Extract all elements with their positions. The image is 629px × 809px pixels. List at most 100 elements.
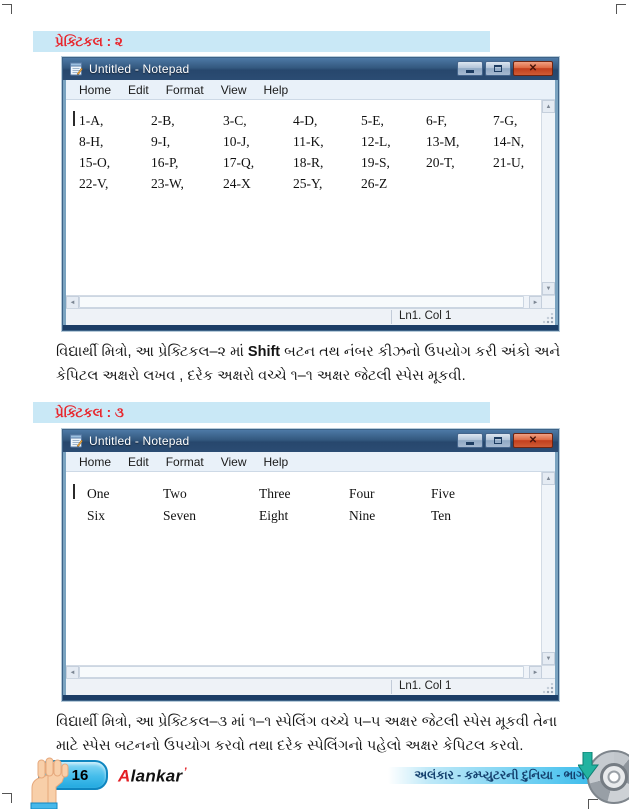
text-row: One Two Three Four Five (87, 483, 541, 505)
text-cell: 11-K, (293, 134, 324, 149)
text-cell: 14-N, (493, 134, 525, 149)
text-cell: 7-G, (493, 113, 518, 128)
text-cell: 8-H, (79, 134, 104, 149)
resize-grip[interactable] (543, 313, 554, 324)
text-cell: 5-E, (361, 113, 384, 128)
scroll-left-icon[interactable]: ◄ (66, 296, 79, 309)
menu-item[interactable]: Edit (128, 82, 149, 97)
logo-text: lankar (130, 766, 183, 786)
text-editor-area[interactable]: One Two Three Four Five Six Seven Eight Nine Ten (66, 472, 541, 665)
maximize-button[interactable] (485, 433, 511, 448)
logo-initial: A (118, 766, 131, 786)
resize-grip[interactable] (543, 683, 554, 694)
menu-item[interactable]: Help (263, 454, 289, 469)
crop-mark-icon (2, 4, 12, 14)
vertical-scrollbar[interactable]: ▲ ▼ (541, 100, 555, 295)
text-cell: Two (163, 486, 187, 501)
notepad-window-2: Untitled - Notepad ✕ Home Edit Format View H… (62, 429, 559, 701)
text-cell: 24-X (223, 176, 251, 191)
menu-bar: Home Edit Format View Help (66, 80, 555, 100)
crop-mark-icon (588, 799, 598, 809)
text-cell: 4-D, (293, 113, 318, 128)
status-separator (391, 310, 392, 324)
menu-item[interactable]: View (220, 454, 247, 469)
close-icon: ✕ (528, 435, 538, 446)
menu-item[interactable]: Help (263, 82, 289, 97)
text-cell: Four (349, 486, 375, 501)
practical-3-instructions: વિદ્યાર્થી મિત્રો, આ પ્રેક્ટિકલ–૩ માં ૧–… (56, 714, 558, 754)
menu-item[interactable]: View (220, 82, 247, 97)
crop-mark-icon (616, 4, 626, 14)
text-cell: 16-P, (151, 155, 179, 170)
scroll-up-icon[interactable]: ▲ (542, 472, 555, 485)
text-cell: 20-T, (426, 155, 455, 170)
download-arrow-icon (578, 752, 599, 780)
menu-item[interactable]: Format (165, 82, 204, 97)
scroll-down-icon[interactable]: ▼ (542, 282, 555, 295)
text-cell: 2-B, (151, 113, 175, 128)
menu-item[interactable]: Home (79, 82, 112, 97)
scrollbar-thumb[interactable] (79, 296, 524, 308)
text-caret (73, 111, 75, 126)
text-cell: 15-O, (79, 155, 111, 170)
text-cell: 26-Z (361, 176, 388, 191)
cursor-position-status: Ln1. Col 1 (399, 680, 452, 692)
text-cell: 10-J, (223, 134, 250, 149)
text-cell: 17-Q, (223, 155, 255, 170)
menu-bar: Home Edit Format View Help (66, 452, 555, 472)
practical-2-instructions: વિદ્યાર્થી મિત્રો, આ પ્રેક્ટિકલ–૨ માં Sh… (56, 340, 582, 388)
horizontal-scrollbar[interactable]: ◄ ► (66, 665, 555, 679)
window-title: Untitled - Notepad (89, 434, 190, 448)
maximize-icon (494, 437, 502, 444)
text-cell: 21-U, (493, 155, 525, 170)
close-icon: ✕ (528, 63, 538, 74)
text-cell: 9-I, (151, 134, 171, 149)
minimize-icon (466, 442, 474, 445)
scroll-down-icon[interactable]: ▼ (542, 652, 555, 665)
section-header-practical-2: પ્રેક્ટિકલ : ૨ (33, 31, 490, 52)
text-cell: Ten (431, 508, 452, 523)
menu-item[interactable]: Home (79, 454, 112, 469)
logo-accent-mark: ’ (183, 766, 187, 778)
minimize-button[interactable] (457, 61, 483, 76)
text-row: 22-V, 23-W, 24-X 25-Y, 26-Z (79, 173, 541, 194)
horizontal-scrollbar[interactable]: ◄ ► (66, 295, 555, 309)
text-editor-area[interactable]: 1-A, 2-B, 3-C, 4-D, 5-E, 6-F, 7-G, 8-H, 9-I, 10-J… (66, 100, 541, 295)
caption-text: વિદ્યાર્થી મિત્રો, આ પ્રેક્ટિકલ–૨ માં (56, 344, 248, 360)
minimize-button[interactable] (457, 433, 483, 448)
minimize-icon (466, 70, 474, 73)
window-title: Untitled - Notepad (89, 62, 190, 76)
notepad-app-icon (70, 434, 83, 448)
scrollbar-thumb[interactable] (79, 666, 524, 678)
titlebar[interactable]: Untitled - Notepad ✕ (63, 430, 558, 452)
menu-item[interactable]: Format (165, 454, 204, 469)
text-cell: Nine (349, 508, 376, 523)
caption-text: બટન તથ નંબર કીઝનો ઉપયોગ કરી અંકો અને કેપ… (56, 344, 561, 384)
text-row: Six Seven Eight Nine Ten (87, 505, 541, 527)
text-row: 15-O, 16-P, 17-Q, 18-R, 19-S, 20-T, 21-U, (79, 152, 541, 173)
text-row: 8-H, 9-I, 10-J, 11-K, 12-L, 13-M, 14-N, (79, 131, 541, 152)
notepad-app-icon (70, 62, 83, 76)
window-bottom-border (63, 695, 558, 700)
close-button[interactable]: ✕ (513, 433, 553, 448)
maximize-icon (494, 65, 502, 72)
text-cell: Three (259, 486, 291, 501)
close-button[interactable]: ✕ (513, 61, 553, 76)
titlebar[interactable]: Untitled - Notepad ✕ (63, 58, 558, 80)
text-cell: One (87, 486, 110, 501)
menu-item[interactable]: Edit (128, 454, 149, 469)
window-bottom-border (63, 325, 558, 330)
notepad-window-1: Untitled - Notepad ✕ Home Edit Format View H… (62, 57, 559, 331)
text-cell: 19-S, (361, 155, 390, 170)
text-cell: Eight (259, 508, 289, 523)
scrollbar-corner (542, 666, 555, 679)
text-cell: 3-C, (223, 113, 247, 128)
book-title-bar: અલંકાર - કમ્પ્યુટરની દુનિયા - ભાગ-૨ (388, 767, 614, 784)
section-header-practical-3: પ્રેક્ટિકલ : ૩ (33, 402, 490, 423)
maximize-button[interactable] (485, 61, 511, 76)
text-cell: 18-R, (293, 155, 324, 170)
scroll-up-icon[interactable]: ▲ (542, 100, 555, 113)
text-cell: Seven (163, 508, 196, 523)
scrollbar-corner (542, 296, 555, 309)
vertical-scrollbar[interactable]: ▲ ▼ (541, 472, 555, 665)
